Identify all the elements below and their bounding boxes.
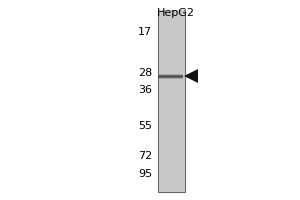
Bar: [158, 74, 183, 75]
Text: 28: 28: [138, 68, 152, 78]
Bar: [158, 10, 185, 192]
Text: 55: 55: [138, 121, 152, 131]
Text: 95: 95: [138, 169, 152, 179]
Bar: [158, 75, 183, 76]
Bar: [158, 77, 183, 78]
Text: HepG2: HepG2: [157, 8, 195, 18]
Text: 17: 17: [138, 27, 152, 37]
Bar: [159, 10, 184, 192]
Text: 36: 36: [138, 85, 152, 95]
Bar: [158, 73, 183, 74]
Polygon shape: [184, 69, 198, 83]
Bar: [158, 76, 183, 77]
Text: 72: 72: [138, 151, 152, 161]
